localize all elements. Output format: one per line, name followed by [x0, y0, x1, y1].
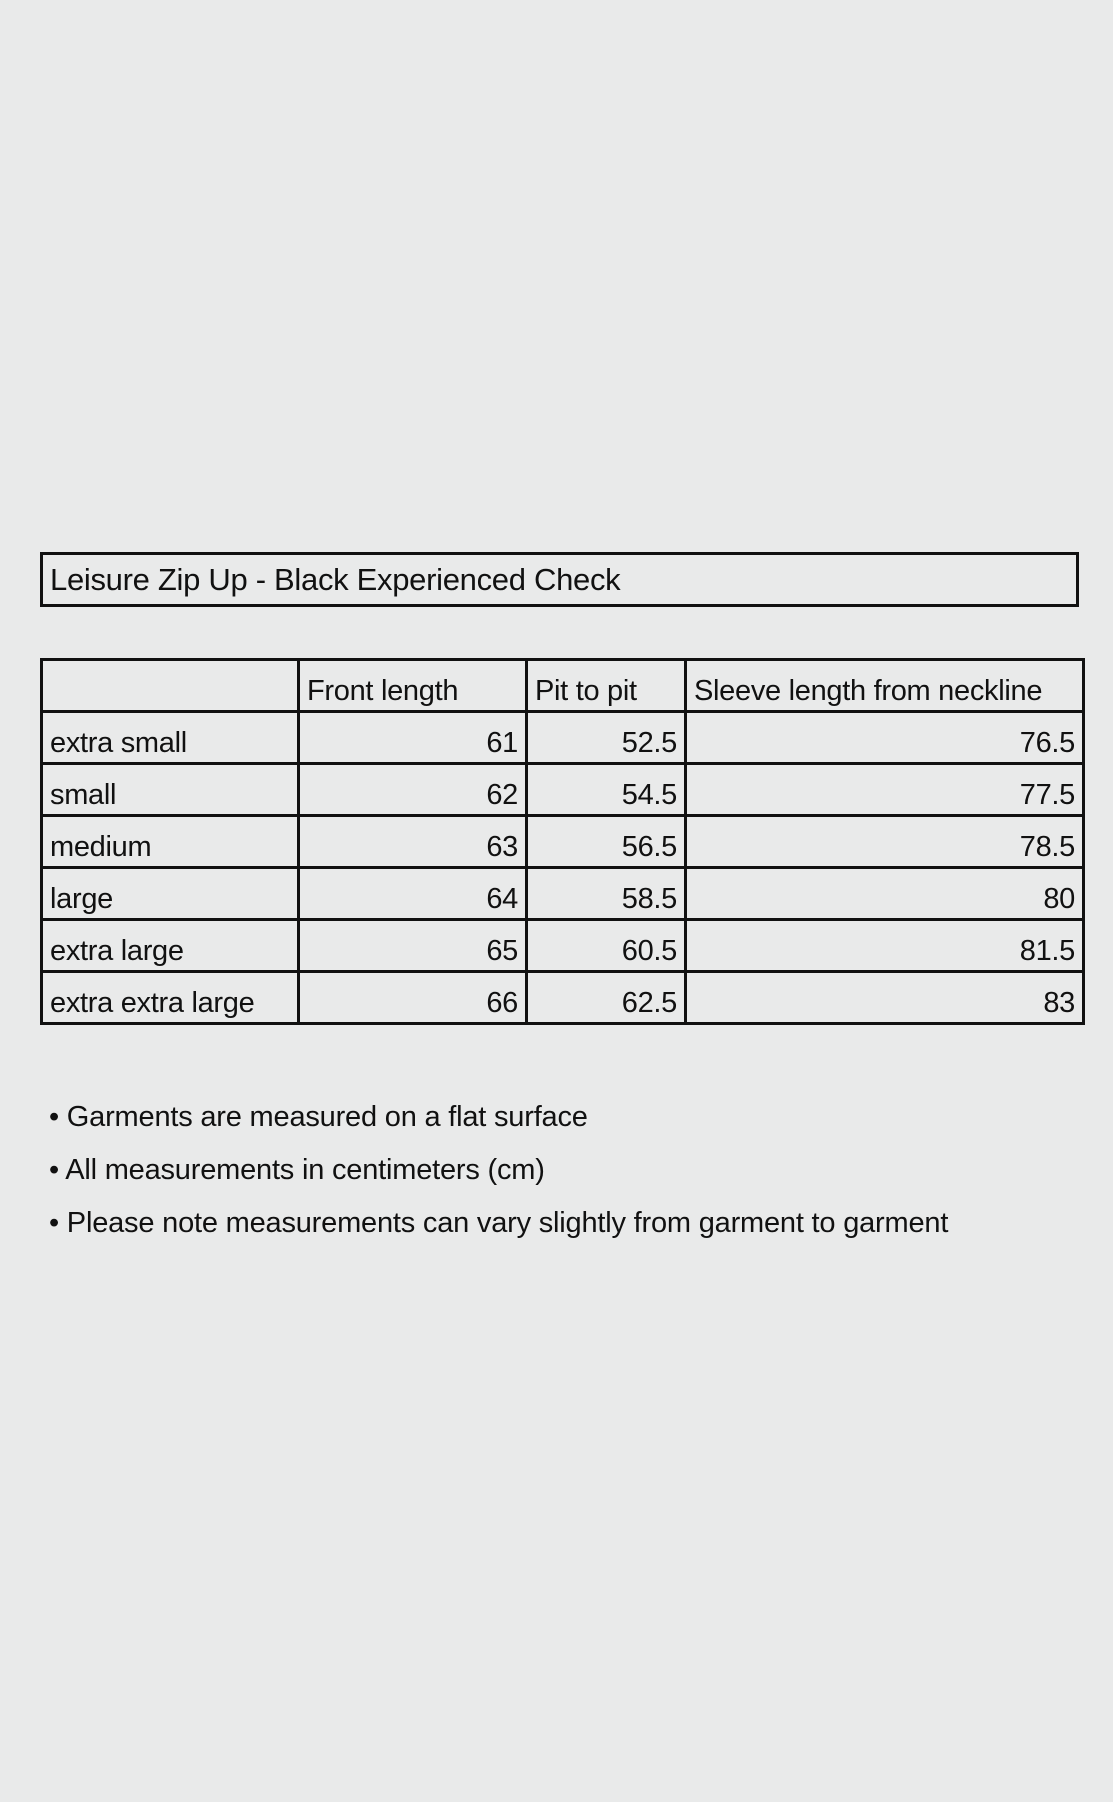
header-front-length: Front length [297, 658, 528, 713]
size-label-cell: extra small [40, 710, 300, 765]
size-label-cell: extra large [40, 918, 300, 973]
measurement-cell: 63 [297, 814, 528, 869]
measurement-cell: 54.5 [525, 762, 687, 817]
measurement-cell: 61 [297, 710, 528, 765]
table-row: large 64 58.5 80 [40, 866, 1085, 921]
measurement-cell: 62.5 [525, 970, 687, 1025]
measurement-cell: 60.5 [525, 918, 687, 973]
measurement-cell: 81.5 [684, 918, 1085, 973]
measurement-cell: 66 [297, 970, 528, 1025]
table-row: extra small 61 52.5 76.5 [40, 710, 1085, 765]
measurement-cell: 78.5 [684, 814, 1085, 869]
measurement-cell: 80 [684, 866, 1085, 921]
size-table: Front length Pit to pit Sleeve length fr… [40, 658, 1085, 1025]
measurement-cell: 64 [297, 866, 528, 921]
measurement-cell: 56.5 [525, 814, 687, 869]
measurement-cell: 58.5 [525, 866, 687, 921]
measurement-cell: 62 [297, 762, 528, 817]
size-label-cell: small [40, 762, 300, 817]
header-size [40, 658, 300, 713]
note-item: • Garments are measured on a flat surfac… [49, 1101, 588, 1133]
size-chart-title: Leisure Zip Up - Black Experienced Check [40, 552, 1079, 607]
note-item: • Please note measurements can vary slig… [49, 1207, 949, 1239]
table-row: extra extra large 66 62.5 83 [40, 970, 1085, 1025]
header-sleeve-length: Sleeve length from neckline [684, 658, 1085, 713]
header-pit-to-pit: Pit to pit [525, 658, 687, 713]
table-row: extra large 65 60.5 81.5 [40, 918, 1085, 973]
size-label-cell: medium [40, 814, 300, 869]
note-item: • All measurements in centimeters (cm) [49, 1154, 545, 1186]
measurement-cell: 65 [297, 918, 528, 973]
table-row: small 62 54.5 77.5 [40, 762, 1085, 817]
table-header-row: Front length Pit to pit Sleeve length fr… [40, 658, 1085, 713]
measurement-cell: 77.5 [684, 762, 1085, 817]
table-row: medium 63 56.5 78.5 [40, 814, 1085, 869]
size-label-cell: large [40, 866, 300, 921]
measurement-cell: 83 [684, 970, 1085, 1025]
measurement-cell: 76.5 [684, 710, 1085, 765]
size-label-cell: extra extra large [40, 970, 300, 1025]
measurement-notes: • Garments are measured on a flat surfac… [49, 1097, 948, 1256]
measurement-cell: 52.5 [525, 710, 687, 765]
